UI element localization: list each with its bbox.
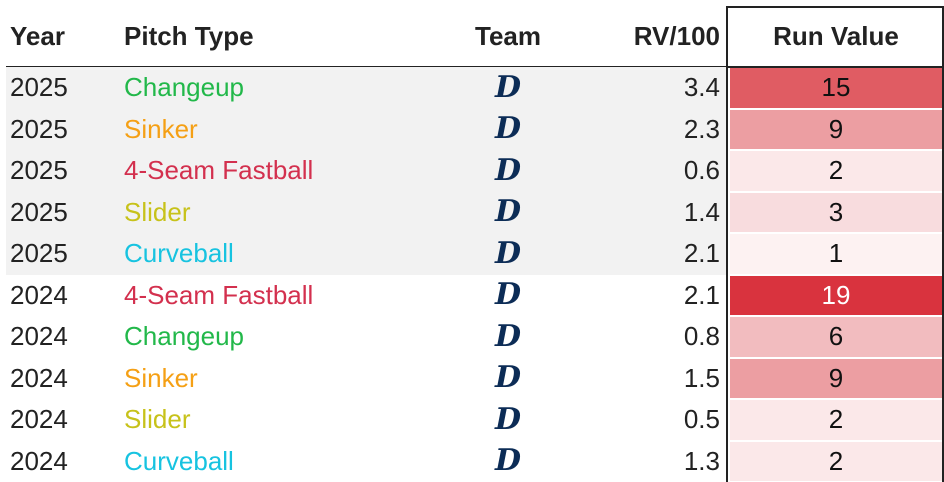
header-year[interactable]: Year bbox=[10, 20, 65, 51]
cell-team: D bbox=[468, 192, 548, 234]
run-value-heat-cell bbox=[730, 275, 942, 315]
cell-rv100: 1.4 bbox=[683, 196, 720, 227]
run-value-heat-cell bbox=[730, 358, 942, 398]
tigers-logo-icon: D bbox=[494, 194, 521, 230]
cell-year: 2025 bbox=[10, 155, 68, 186]
cell-team: D bbox=[468, 275, 548, 317]
cell-team: D bbox=[468, 67, 548, 109]
cell-run-value: 3 bbox=[828, 196, 844, 227]
cell-run-value: 15 bbox=[821, 72, 851, 103]
cell-year: 2025 bbox=[10, 72, 68, 103]
cell-rv100: 2.1 bbox=[683, 279, 720, 310]
cell-pitch-type: 4-Seam Fastball bbox=[124, 279, 314, 310]
cell-year: 2024 bbox=[10, 279, 68, 310]
tigers-logo-icon: D bbox=[494, 235, 521, 271]
header-pitch-type[interactable]: Pitch Type bbox=[124, 20, 254, 51]
cell-run-value: 2 bbox=[828, 155, 844, 186]
cell-rv100: 3.4 bbox=[683, 72, 720, 103]
header-rv100[interactable]: RV/100 bbox=[633, 20, 720, 51]
cell-team: D bbox=[468, 441, 548, 482]
cell-run-value: 2 bbox=[828, 445, 844, 476]
cell-run-value: 2 bbox=[828, 404, 844, 435]
row-shading bbox=[6, 191, 726, 233]
row-shading bbox=[6, 108, 726, 150]
table-row[interactable]: 2024 Changeup D 0.8 6 bbox=[6, 316, 944, 358]
cell-year: 2024 bbox=[10, 445, 68, 476]
row-shading bbox=[6, 67, 726, 109]
pitch-run-value-table: Year Pitch Type Team RV/100 Run Value 20… bbox=[6, 6, 944, 482]
tigers-logo-icon: D bbox=[494, 401, 521, 437]
cell-rv100: 1.3 bbox=[683, 445, 720, 476]
cell-rv100: 2.3 bbox=[683, 113, 720, 144]
tigers-logo-icon: D bbox=[494, 318, 521, 354]
tigers-logo-icon: D bbox=[494, 360, 521, 396]
cell-pitch-type: Sinker bbox=[124, 113, 198, 144]
cell-run-value: 9 bbox=[828, 113, 844, 144]
cell-rv100: 1.5 bbox=[683, 362, 720, 393]
cell-year: 2025 bbox=[10, 113, 68, 144]
cell-year: 2024 bbox=[10, 321, 68, 352]
cell-rv100: 0.8 bbox=[683, 321, 720, 352]
cell-run-value: 1 bbox=[828, 238, 844, 269]
cell-pitch-type: Slider bbox=[124, 404, 191, 435]
cell-pitch-type: Changeup bbox=[124, 72, 244, 103]
table-row[interactable]: 2025 4-Seam Fastball D 0.6 2 bbox=[6, 150, 944, 192]
run-value-heat-cell bbox=[730, 68, 942, 108]
table-header: Year Pitch Type Team RV/100 Run Value bbox=[6, 6, 944, 68]
row-shading bbox=[6, 150, 726, 192]
cell-rv100: 0.5 bbox=[683, 404, 720, 435]
cell-run-value: 9 bbox=[828, 362, 844, 393]
cell-pitch-type: Curveball bbox=[124, 445, 234, 476]
run-value-heat-cell bbox=[730, 317, 942, 357]
table-row[interactable]: 2025 Slider D 1.4 3 bbox=[6, 191, 944, 234]
tigers-logo-icon: D bbox=[494, 152, 521, 188]
run-value-heat-cell bbox=[730, 400, 942, 440]
table-row[interactable]: 2025 Curveball D 2.1 1 bbox=[6, 233, 944, 275]
run-value-heat-cell bbox=[730, 192, 942, 232]
run-value-left-border bbox=[726, 6, 728, 482]
tigers-logo-icon: D bbox=[494, 69, 521, 105]
run-value-heat-cell bbox=[730, 441, 942, 481]
run-value-heat-cell bbox=[730, 109, 942, 149]
table-row[interactable]: 2024 Curveball D 1.3 2 bbox=[6, 441, 944, 482]
cell-team: D bbox=[468, 316, 548, 358]
run-value-heat-cell bbox=[730, 151, 942, 191]
cell-rv100: 0.6 bbox=[683, 155, 720, 186]
table-row[interactable]: 2024 Sinker D 1.5 9 bbox=[6, 358, 944, 400]
table-row[interactable]: 2025 Sinker D 2.3 9 bbox=[6, 108, 944, 151]
tigers-logo-icon: D bbox=[494, 111, 521, 147]
cell-year: 2024 bbox=[10, 404, 68, 435]
tigers-logo-icon: D bbox=[494, 277, 521, 313]
cell-pitch-type: Curveball bbox=[124, 238, 234, 269]
cell-run-value: 19 bbox=[821, 279, 851, 310]
cell-pitch-type: Slider bbox=[124, 196, 191, 227]
run-value-heat-cell bbox=[730, 234, 942, 274]
run-value-right-border bbox=[942, 6, 944, 482]
cell-team: D bbox=[468, 358, 548, 400]
header-run-value[interactable]: Run Value bbox=[773, 20, 899, 51]
cell-year: 2024 bbox=[10, 362, 68, 393]
tigers-logo-icon: D bbox=[494, 443, 521, 479]
table-row[interactable]: 2024 Slider D 0.5 2 bbox=[6, 399, 944, 441]
cell-year: 2025 bbox=[10, 196, 68, 227]
cell-pitch-type: Changeup bbox=[124, 321, 244, 352]
cell-team: D bbox=[468, 150, 548, 192]
cell-rv100: 2.1 bbox=[683, 238, 720, 269]
table-row[interactable]: 2025 Changeup D 3.4 15 bbox=[6, 67, 944, 109]
cell-team: D bbox=[468, 233, 548, 275]
cell-run-value: 6 bbox=[828, 321, 844, 352]
run-value-header-top-border bbox=[726, 6, 944, 8]
row-shading bbox=[6, 233, 726, 275]
cell-team: D bbox=[468, 399, 548, 441]
table-row[interactable]: 2024 4-Seam Fastball D 2.1 19 bbox=[6, 275, 944, 317]
header-team[interactable]: Team bbox=[475, 20, 541, 51]
cell-year: 2025 bbox=[10, 238, 68, 269]
cell-team: D bbox=[468, 109, 548, 151]
cell-pitch-type: 4-Seam Fastball bbox=[124, 155, 314, 186]
cell-pitch-type: Sinker bbox=[124, 362, 198, 393]
